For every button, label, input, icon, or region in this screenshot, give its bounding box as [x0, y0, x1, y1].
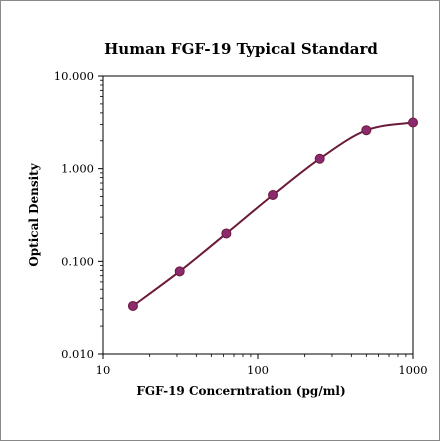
data-point	[268, 189, 279, 200]
y-tick-label: 0.010	[61, 347, 94, 361]
chart-title: Human FGF-19 Typical Standard	[104, 40, 378, 58]
data-point	[361, 125, 372, 136]
y-axis-label: Optical Density	[27, 162, 41, 266]
plot-area: 0.010 0.100 1.000 10.000 10 100 1000	[54, 69, 428, 377]
plot-border	[102, 75, 414, 355]
data-point	[174, 266, 185, 277]
x-tick-label: 1000	[398, 363, 427, 377]
data-point	[221, 228, 232, 239]
y-tick-label: 1.000	[61, 162, 94, 176]
data-point	[314, 153, 325, 164]
data-point	[408, 117, 418, 128]
x-tick-label: 10	[96, 363, 111, 377]
series-line	[132, 121, 414, 307]
y-tick-label: 10.000	[54, 69, 94, 83]
data-point	[127, 300, 138, 311]
y-tick-label: 0.100	[61, 254, 94, 268]
x-axis-label: FGF-19 Concerntration (pg/ml)	[136, 384, 345, 398]
x-tick-label: 100	[247, 363, 269, 377]
